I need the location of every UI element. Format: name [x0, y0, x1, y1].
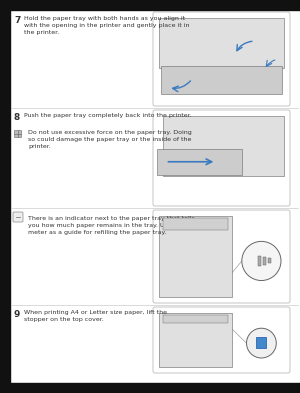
- Bar: [163, 315, 228, 323]
- Bar: [268, 259, 272, 263]
- Bar: [161, 66, 282, 94]
- Circle shape: [247, 328, 276, 358]
- Bar: [0, 383, 300, 393]
- FancyBboxPatch shape: [153, 210, 290, 303]
- Text: 7: 7: [14, 16, 20, 25]
- Bar: [159, 216, 232, 297]
- Text: Hold the paper tray with both hands as you align it
with the opening in the prin: Hold the paper tray with both hands as y…: [24, 16, 190, 35]
- Bar: [159, 313, 232, 367]
- FancyBboxPatch shape: [153, 307, 290, 373]
- Bar: [159, 18, 284, 68]
- Text: When printing A4 or Letter size paper, lift the
stopper on the top cover.: When printing A4 or Letter size paper, l…: [24, 310, 167, 322]
- Text: 8: 8: [14, 113, 20, 122]
- Text: LOADING PAPER AND USABLE PAPER TYPES   3 - 9: LOADING PAPER AND USABLE PAPER TYPES 3 -…: [109, 386, 263, 391]
- Bar: [18, 130, 21, 134]
- Bar: [0, 0, 10, 393]
- Bar: [14, 130, 17, 134]
- Bar: [263, 257, 266, 264]
- FancyBboxPatch shape: [13, 212, 23, 222]
- Circle shape: [242, 241, 281, 281]
- Bar: [163, 218, 228, 230]
- FancyBboxPatch shape: [153, 110, 290, 206]
- Text: 9: 9: [14, 310, 20, 319]
- Bar: [157, 149, 242, 174]
- Bar: [256, 337, 266, 347]
- Bar: [14, 134, 17, 137]
- Bar: [18, 134, 21, 137]
- Bar: [0, 0, 300, 10]
- Bar: [163, 116, 284, 176]
- Text: Do not use excessive force on the paper tray. Doing
so could damage the paper tr: Do not use excessive force on the paper …: [28, 130, 192, 149]
- FancyBboxPatch shape: [153, 12, 290, 106]
- Text: There is an indicator next to the paper tray that tells
you how much paper remai: There is an indicator next to the paper …: [28, 216, 195, 235]
- Text: Push the paper tray completely back into the printer.: Push the paper tray completely back into…: [24, 113, 192, 118]
- Bar: [258, 256, 261, 266]
